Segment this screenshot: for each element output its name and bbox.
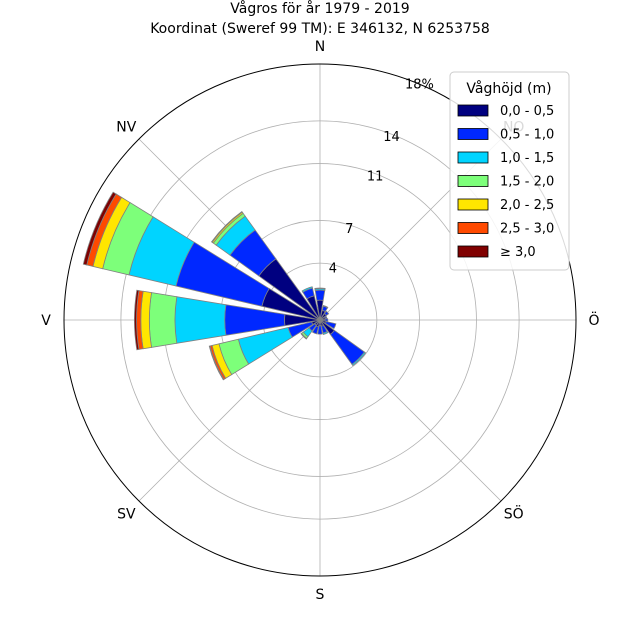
bar-segment [300,332,308,340]
grid-spoke [138,319,321,502]
radial-tick-label: 4 [329,261,337,276]
legend-swatch [457,245,489,258]
legend-label: 2,0 - 2,5 [500,198,554,213]
bar-segment [174,296,227,344]
legend-swatch [457,104,489,117]
chart-title: Vågros för år 1979 - 2019 [230,0,409,17]
bar-segment [237,327,293,365]
rose-bars [82,191,367,381]
legend-swatch [457,222,489,234]
radial-tick-label: 18% [405,78,434,93]
bar-segment [324,310,330,316]
legend-swatch [457,198,489,211]
bar-segment [301,286,313,293]
direction-label-nv: NV [116,119,136,135]
bar-segment [351,351,367,367]
polar-outer-ring [63,63,577,577]
legend-label: 0,5 - 1,0 [500,128,554,143]
legend-label: ≥ 3,0 [500,245,536,260]
bar-segment [324,315,328,320]
bar-segment [82,191,117,266]
bar-segment [208,345,225,381]
bar-segment [314,289,326,301]
bar-segment [322,330,329,336]
legend-swatch [457,151,489,164]
bar-segment [317,325,323,335]
direction-label-so: SÖ [504,505,524,523]
direction-label-o: Ö [588,311,599,329]
bar-segment [324,320,337,330]
bar-segment [134,289,140,351]
direction-label-s: S [316,587,325,603]
radial-tick-label: 7 [345,222,353,237]
legend-label: 1,5 - 2,0 [500,175,554,190]
legend-box [449,71,570,271]
legend-label: 1,0 - 1,5 [500,151,554,166]
legend: Våghöjd (m) 0,0 - 0,5 0,5 - 1,0 1,0 - 1,5 1,… [449,71,570,271]
legend-label: 2,5 - 3,0 [500,222,554,237]
bar-segment [148,292,178,348]
bar-segment [314,287,326,290]
bar-segment [311,325,319,335]
bar-segment [210,210,243,243]
legend-title: Våghöjd (m) [466,80,551,97]
polar-frame [63,63,577,577]
legend-swatch [457,128,489,140]
radial-tick-labels: 4 7 11 14 18% [329,78,434,277]
radial-tick-label: 11 [367,170,384,185]
legend-label: 0,0 - 0,5 [500,104,554,119]
direction-label-sv: SV [117,507,136,523]
radial-tick-label: 14 [383,130,400,145]
chart-subtitle: Koordinat (Sweref 99 TM): E 346132, N 62… [150,21,490,37]
direction-label-v: V [41,313,51,329]
direction-label-n: N [315,39,325,55]
bar-segment [322,304,329,309]
legend-swatch [457,175,489,187]
